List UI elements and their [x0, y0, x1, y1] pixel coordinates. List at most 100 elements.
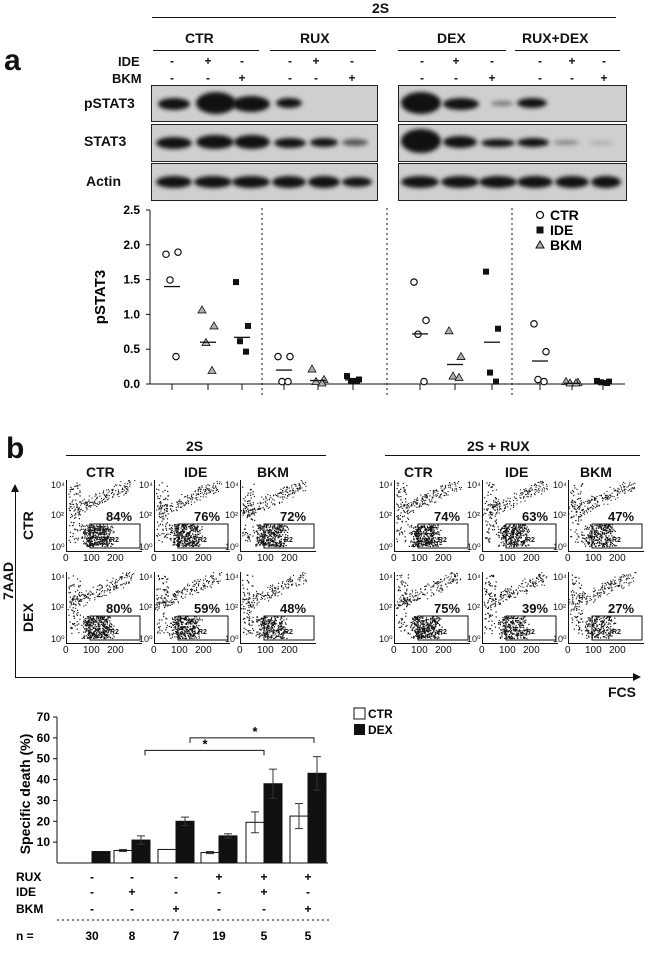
r2-label: R2: [438, 629, 447, 636]
bar-row-mark: +: [304, 902, 311, 916]
flow-x-tick: 0: [391, 645, 397, 656]
point-ctr: [422, 316, 430, 325]
treatment-mark: -: [350, 54, 354, 68]
specific-death-bar-chart: 10 20 30 40 50 60 70 Specific death (%) * * CTR DEX…: [16, 707, 393, 943]
scatter-y-tick-label: 1.0: [123, 307, 140, 321]
flow-x-tick: 0: [151, 553, 157, 564]
flow-y-tick: 10²: [467, 602, 481, 612]
treatment-mark: -: [288, 54, 292, 68]
flow-x-axis-arrow: [15, 677, 635, 678]
flow-plot: [482, 572, 558, 644]
point-ctr: [284, 377, 292, 386]
point-bkm: [307, 364, 317, 373]
bar-y-tick-label: 60: [37, 731, 51, 745]
flow-plot: [482, 480, 558, 552]
treatment-mark: -: [538, 71, 542, 85]
legend-marker-bkm: [535, 239, 545, 249]
n-value: 8: [129, 929, 136, 943]
treatment-mark: +: [600, 71, 608, 85]
flow-x-tick: 0: [237, 553, 243, 564]
treatment-mark: +: [312, 54, 320, 68]
flow-col-ide-1: IDE: [184, 464, 208, 480]
bar-ctr: [113, 849, 133, 864]
treatment-mark: -: [490, 54, 494, 68]
flow-y-tick: 10⁴: [467, 480, 481, 490]
flow-x-tick: 100: [411, 645, 428, 656]
flow-y-tick: 10²: [225, 602, 239, 612]
point-ctr: [172, 352, 180, 361]
bar-row-mark: -: [262, 902, 266, 916]
point-bkm: [444, 325, 454, 335]
bar-row-mark: -: [130, 870, 134, 884]
flow-y-tick: 10⁴: [139, 480, 153, 490]
flow-x-tick: 100: [499, 645, 516, 656]
treatment-mark: -: [170, 71, 174, 85]
flow-x-tick: 100: [411, 553, 428, 564]
treatment-mark: +: [452, 54, 460, 68]
scatter-y-tick-label: 0.5: [123, 342, 140, 356]
r2-label: R2: [198, 629, 207, 636]
flow-y-tick: 10²: [51, 510, 65, 520]
flow-percentage: 76%: [194, 509, 221, 524]
flow-percentage: 74%: [434, 509, 461, 524]
flow-row-dex: DEX: [20, 603, 36, 632]
bar-y-tick-label: 30: [37, 793, 51, 807]
point-bkm: [448, 371, 458, 380]
point-ide: [483, 268, 489, 275]
group-line-rux-dex: [515, 50, 620, 51]
scatter-y-tick-label: 0.0: [123, 377, 140, 391]
flow-percentage: 72%: [280, 509, 307, 524]
group-line-2s-rux: [385, 455, 640, 456]
point-ctr: [166, 276, 174, 284]
bar-y-tick-label: 70: [37, 710, 51, 724]
legend-label: CTR: [368, 707, 393, 721]
bar-row-mark: +: [260, 870, 267, 884]
point-bkm: [317, 378, 327, 387]
bar-row-mark: -: [306, 885, 310, 899]
flow-plot: [568, 572, 644, 644]
flow-y-tick: 10²: [467, 510, 481, 520]
flow-x-tick: 200: [609, 645, 626, 656]
flow-y-tick: 10⁰: [553, 542, 567, 552]
legend-label: CTR: [550, 207, 579, 223]
row-label-ide: IDE: [118, 54, 140, 69]
point-bkm: [571, 378, 581, 387]
legend-label: IDE: [550, 222, 573, 238]
point-ctr: [286, 352, 294, 361]
panel-b-letter: b: [6, 432, 25, 465]
flow-x-tick: 100: [499, 553, 516, 564]
flow-y-tick: 10⁰: [379, 634, 393, 644]
panel-a-letter: a: [4, 44, 21, 77]
flow-percentage: 80%: [106, 601, 133, 616]
point-ctr: [174, 248, 182, 256]
treatment-mark: -: [570, 71, 574, 85]
bar-row-label: BKM: [16, 902, 43, 916]
flow-y-tick: 10²: [379, 602, 393, 612]
bar-row-mark: -: [174, 885, 178, 899]
flow-col-bkm-2: BKM: [580, 464, 612, 480]
flow-x-tick: 0: [63, 645, 69, 656]
flow-x-tick: 0: [151, 645, 157, 656]
flow-y-tick: 10⁴: [379, 572, 393, 582]
blot-pstat3-left: [151, 85, 378, 122]
flow-x-tick: 200: [281, 553, 298, 564]
legend-marker-ide: [536, 226, 544, 234]
bar-ctr: [157, 848, 177, 864]
flow-plot: [394, 480, 470, 552]
group-header-ctr: CTR: [185, 30, 214, 46]
bar-ctr: [200, 852, 220, 864]
r2-gate: [417, 615, 469, 641]
n-label: n =: [16, 929, 34, 943]
point-bkm: [565, 378, 575, 387]
r2-gate: [177, 523, 229, 549]
flow-y-tick: 10⁰: [51, 542, 65, 552]
bar-row-mark: -: [90, 870, 94, 884]
group-line-2s: [66, 455, 326, 456]
treatment-mark: -: [206, 71, 210, 85]
significance-bracket: [189, 737, 315, 743]
treatment-mark: -: [170, 54, 174, 68]
bar-y-tick-label: 10: [37, 835, 51, 849]
r2-label: R2: [526, 629, 535, 636]
bar-row-mark: +: [172, 902, 179, 916]
flow-x-tick: 100: [585, 645, 602, 656]
